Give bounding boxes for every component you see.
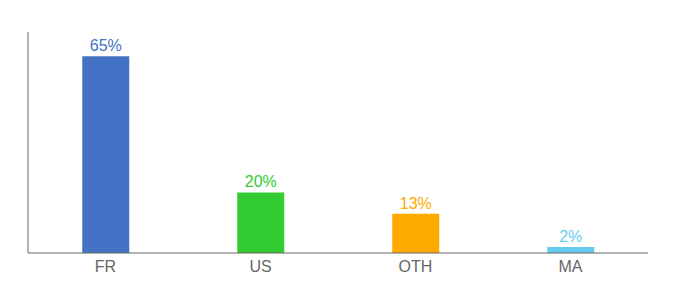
svg-text:FR: FR [95,258,116,275]
svg-text:65%: 65% [90,37,122,54]
svg-text:20%: 20% [245,173,277,190]
svg-text:13%: 13% [400,195,432,212]
svg-text:OTH: OTH [399,258,433,275]
svg-text:2%: 2% [559,228,582,245]
svg-text:MA: MA [559,258,583,275]
svg-text:US: US [249,258,271,275]
